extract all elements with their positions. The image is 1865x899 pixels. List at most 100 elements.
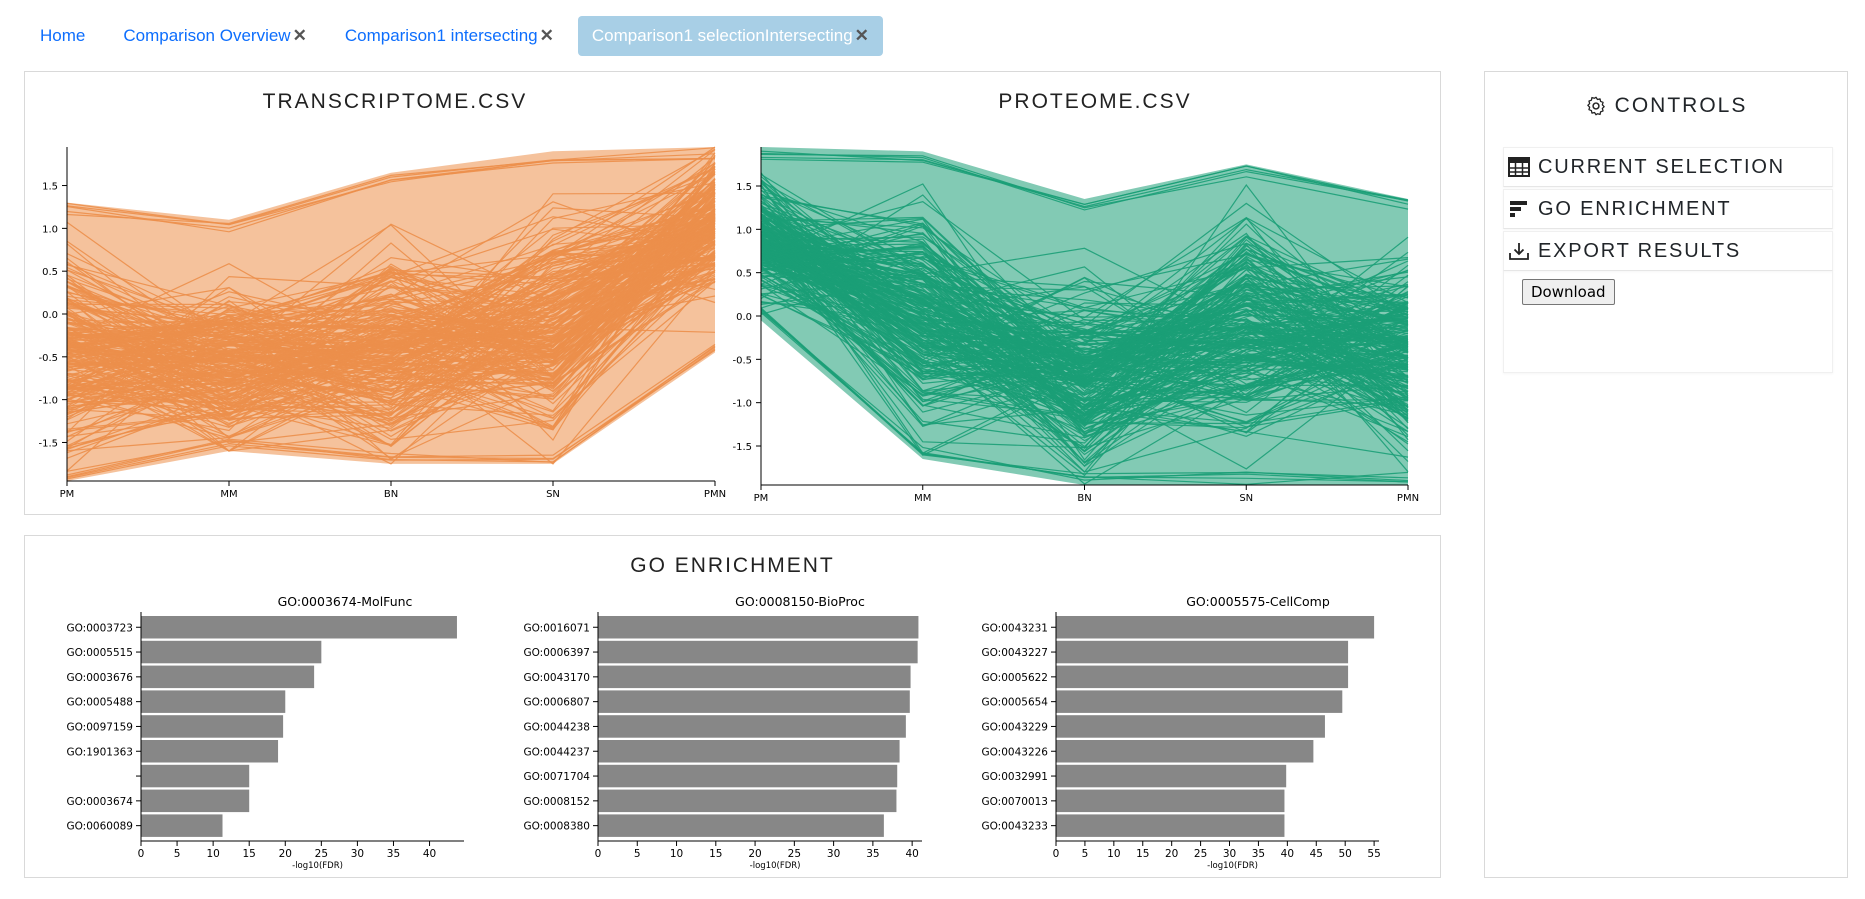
x-tick-label: 50 — [1339, 848, 1352, 860]
profile-line — [66, 222, 716, 379]
chart-title-proteome: PROTEOME.CSV — [998, 90, 1192, 113]
profile-lines — [66, 146, 716, 481]
go-bar[interactable] — [598, 715, 906, 738]
tab-comparison-overview[interactable]: Comparison Overview ✕ — [109, 16, 320, 56]
parallel-coordinates-plots[interactable]: PM MM BN SN PMN 1.5 1.0 0.5 0.0 -0.5 -1.0 -1.5 PM MM B… — [25, 72, 1442, 516]
profile-line — [760, 242, 1409, 444]
y-tick-label: -1.5 — [732, 442, 752, 453]
go-bar[interactable] — [1056, 640, 1349, 664]
x-tick-label: 30 — [827, 848, 840, 860]
profile-line — [66, 173, 716, 309]
profile-line — [760, 233, 1409, 467]
go-bar[interactable] — [598, 640, 918, 664]
x-tick-label: PMN — [704, 489, 726, 500]
go-term-label: GO:0006807 — [523, 697, 590, 709]
go-bar[interactable] — [598, 764, 898, 788]
go-term-label: GO:1901363 — [66, 746, 133, 758]
go-bar[interactable] — [598, 740, 900, 763]
y-tick-label: -0.5 — [732, 355, 752, 366]
go-bar[interactable] — [141, 715, 284, 738]
go-bar[interactable] — [1056, 616, 1375, 639]
profile-line — [760, 226, 1409, 449]
tab-label: Comparison1 intersecting — [344, 26, 538, 45]
close-icon[interactable]: ✕ — [854, 26, 869, 45]
y-tick-label: -0.5 — [38, 353, 58, 364]
go-bar[interactable] — [1056, 715, 1325, 738]
x-tick-label: 5 — [634, 848, 641, 860]
tab-label: Comparison Overview — [123, 26, 291, 45]
go-bar[interactable] — [141, 616, 457, 639]
controls-header: CONTROLS — [1485, 94, 1847, 118]
profile-line — [760, 256, 1409, 408]
x-tick-label: 35 — [387, 848, 400, 860]
go-bar[interactable] — [141, 665, 315, 689]
profile-line — [760, 312, 1409, 483]
go-bar[interactable] — [598, 814, 884, 837]
go-term-label: GO:0008152 — [523, 796, 590, 808]
go-bar[interactable] — [1056, 665, 1349, 689]
profile-lines — [760, 147, 1409, 485]
go-term-label: GO:0070013 — [981, 796, 1048, 808]
go-term-label: GO:0005622 — [981, 672, 1048, 684]
x-axis-label: -log10(FDR) — [1207, 861, 1258, 871]
x-tick-label: 20 — [748, 848, 761, 860]
profile-line — [760, 214, 1409, 385]
close-icon[interactable]: ✕ — [539, 26, 554, 45]
go-chart-3: GO:0005575-CellComp GO:0043231 GO:0043227 G… — [981, 594, 1380, 871]
go-term-label: GO:0003674 — [66, 796, 133, 808]
go-bar[interactable] — [598, 690, 910, 713]
go-bar[interactable] — [141, 814, 223, 837]
profile-line — [760, 213, 1409, 359]
go-term-label: GO:0043227 — [981, 647, 1048, 659]
go-bar[interactable] — [598, 665, 911, 689]
x-tick-label: 10 — [670, 848, 683, 860]
go-bar[interactable] — [1056, 690, 1343, 713]
go-term-label: GO:0043233 — [981, 821, 1048, 833]
controls-title: CONTROLS — [1614, 94, 1748, 117]
go-bar[interactable] — [1056, 814, 1285, 837]
go-bar[interactable] — [141, 690, 286, 713]
x-tick-label: 20 — [279, 848, 292, 860]
go-term-label: GO:0097159 — [66, 721, 133, 733]
profile-line — [66, 200, 716, 380]
profile-line — [66, 191, 716, 362]
go-enrichment-header[interactable]: GO ENRICHMENT — [1503, 189, 1833, 229]
y-tick-label: 0.0 — [42, 310, 58, 321]
go-bar[interactable] — [1056, 789, 1285, 813]
profile-line — [66, 236, 716, 434]
go-bar[interactable] — [141, 789, 250, 813]
go-bar[interactable] — [598, 616, 919, 639]
parallel-plot-transcriptome[interactable]: PM MM BN SN PMN 1.5 1.0 0.5 0.0 -0.5 -1.0 -1.5 — [38, 146, 726, 500]
go-bar[interactable] — [141, 740, 279, 763]
tab-comparison1-intersecting[interactable]: Comparison1 intersecting ✕ — [331, 16, 568, 56]
export-results-header[interactable]: EXPORT RESULTS — [1503, 231, 1833, 271]
go-bar[interactable] — [141, 764, 250, 788]
go-bar[interactable] — [1056, 740, 1314, 763]
go-bar[interactable] — [141, 640, 322, 664]
go-bar[interactable] — [1056, 764, 1287, 788]
profile-line — [66, 158, 716, 226]
go-term-label: GO:0032991 — [981, 771, 1048, 783]
download-button[interactable]: Download — [1522, 279, 1615, 305]
close-icon[interactable]: ✕ — [292, 26, 307, 45]
go-term-label: GO:0005488 — [66, 697, 133, 709]
parallel-plot-proteome[interactable]: PM MM BN SN PMN 1.5 1.0 0.5 0.0 -0.5 -1.0 -1.5 — [732, 147, 1419, 504]
go-enrichment-charts: GO:0003674-MolFunc GO:0003723 GO:0005515 GO… — [66, 594, 1380, 871]
profile-line — [760, 200, 1409, 414]
tab-home[interactable]: Home — [26, 16, 99, 56]
profile-line — [760, 156, 1409, 208]
go-chart-title: GO:0008150-BioProc — [735, 594, 865, 609]
current-selection-header[interactable]: CURRENT SELECTION — [1503, 147, 1833, 187]
y-tick-label: 1.0 — [736, 225, 752, 236]
y-tick-label: 0.5 — [736, 269, 752, 280]
profile-line — [760, 206, 1409, 403]
go-term-label: GO:0006397 — [523, 647, 590, 659]
go-term-label: GO:0044237 — [523, 746, 590, 758]
profile-line — [760, 194, 1409, 366]
x-tick-label: MM — [914, 493, 931, 504]
profile-line — [66, 258, 716, 350]
x-tick-label: 10 — [1107, 848, 1120, 860]
go-bar[interactable] — [598, 789, 897, 813]
x-tick-label: 0 — [595, 848, 602, 860]
tab-comparison1-selection-intersecting[interactable]: Comparison1 selectionIntersecting ✕ — [577, 16, 883, 56]
